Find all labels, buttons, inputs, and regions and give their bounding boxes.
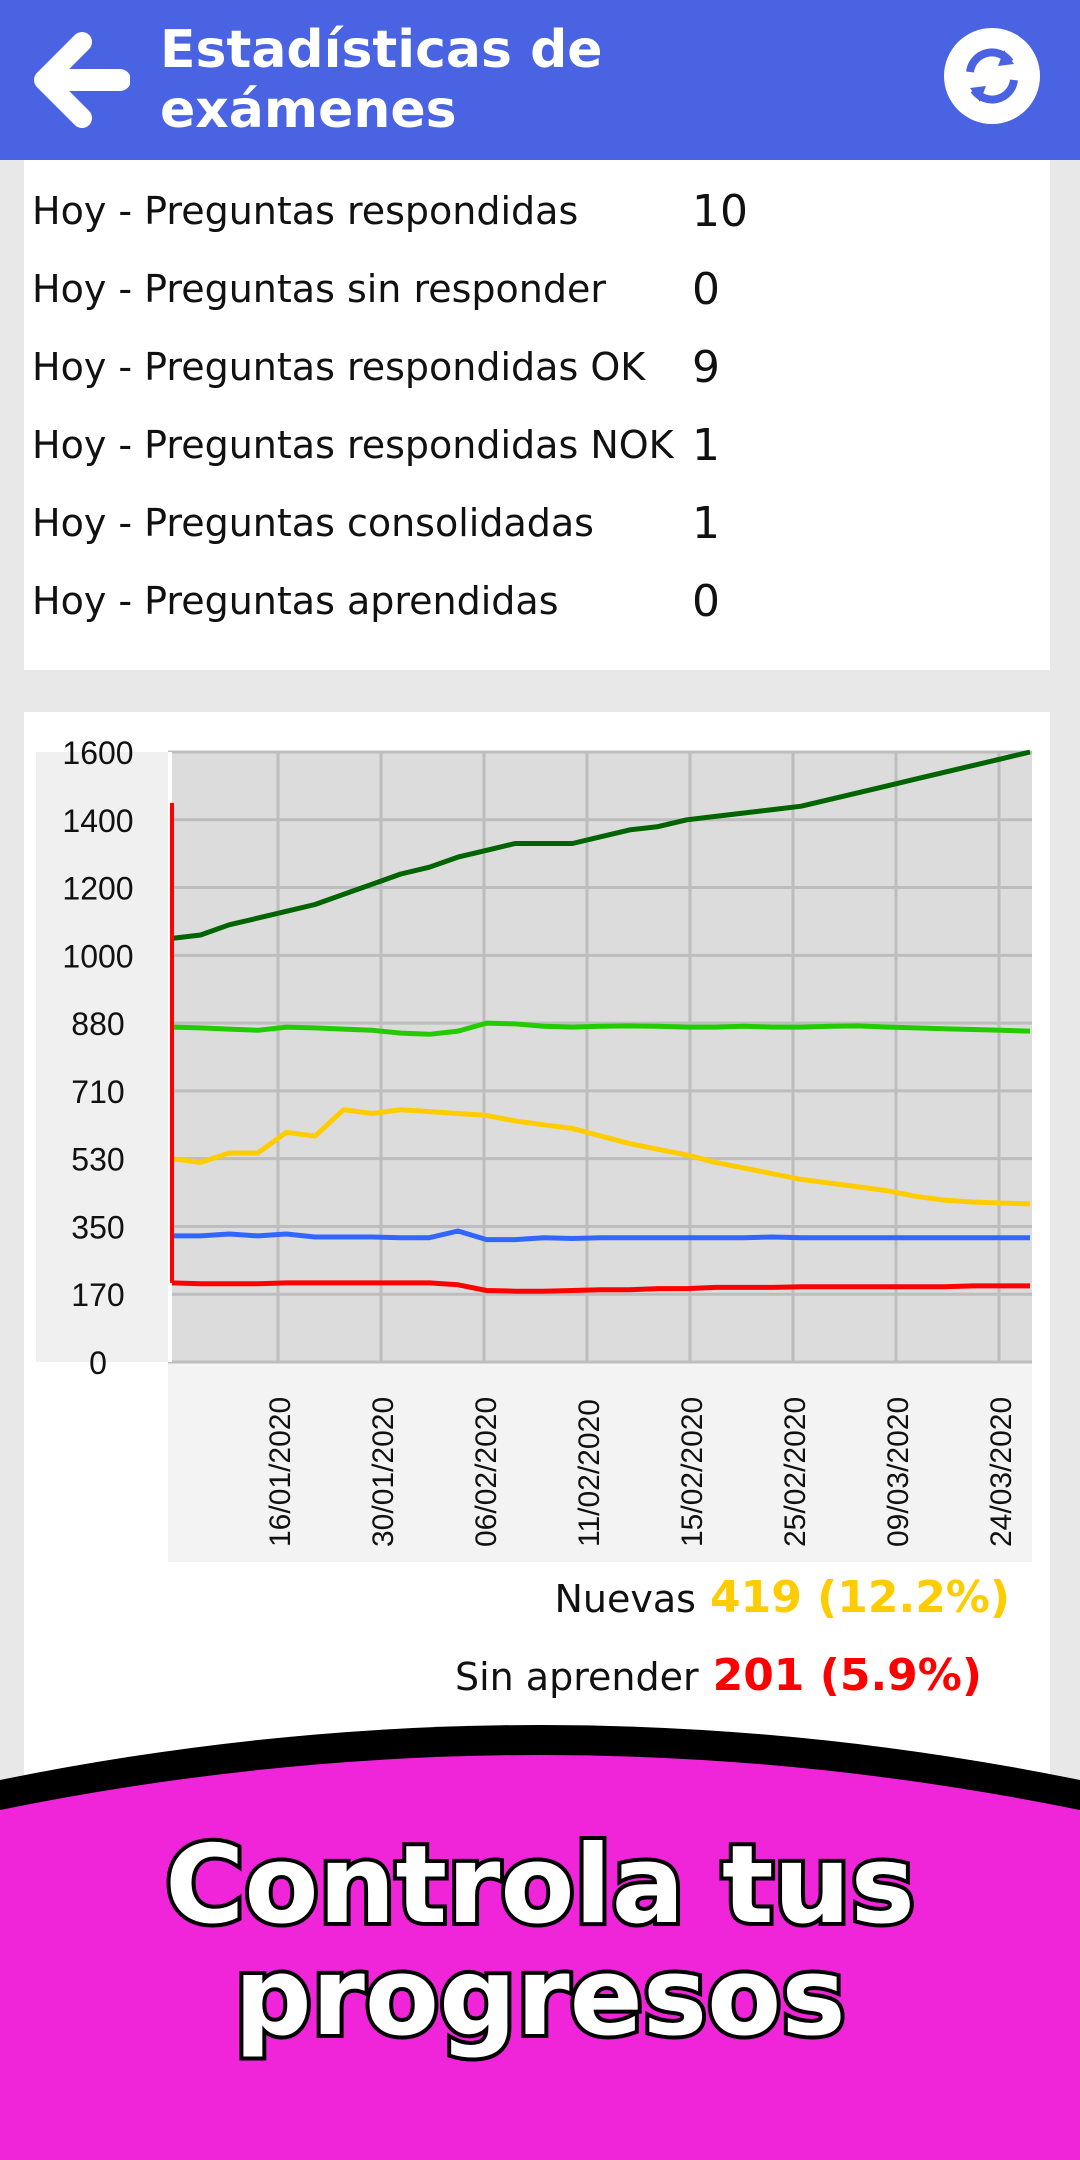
stat-value: 0 (692, 263, 720, 315)
y-tick-label: 1600 (62, 735, 133, 771)
series-line-3 (172, 1228, 1030, 1243)
stat-row: Hoy - Preguntas respondidas NOK 1 (32, 406, 1032, 484)
stat-row: Hoy - Preguntas aprendidas 0 (32, 562, 1032, 640)
stat-row: Hoy - Preguntas sin responder 0 (32, 250, 1032, 328)
y-axis-band (36, 752, 168, 1362)
page-title: Estadísticas de exámenes (160, 20, 603, 140)
stat-row: Hoy - Preguntas respondidas 10 (32, 172, 1032, 250)
refresh-icon (966, 48, 1018, 104)
x-tick-label: 25/02/2020 (779, 1397, 812, 1547)
x-tick-label: 16/01/2020 (264, 1397, 297, 1547)
stat-value: 1 (692, 497, 720, 549)
y-tick-label: 880 (71, 1006, 124, 1042)
legend-item-new: Nuevas 419 (12.2%) (555, 1572, 1011, 1623)
y-tick-label: 530 (71, 1142, 124, 1178)
y-tick-label: 1400 (62, 803, 133, 839)
y-tick-label: 170 (71, 1277, 124, 1313)
stat-label: Hoy - Preguntas respondidas NOK (32, 423, 674, 467)
y-tick-label: 710 (71, 1074, 124, 1110)
x-tick-label: 11/02/2020 (573, 1399, 606, 1547)
y-tick-label: 350 (71, 1209, 124, 1245)
legend-label: Sin aprender (454, 1655, 699, 1699)
stat-label: Hoy - Preguntas consolidadas (32, 501, 594, 545)
promo-line-1: Controla tus (161, 1823, 919, 1948)
stat-value: 1 (692, 419, 720, 471)
stat-value: 0 (692, 575, 720, 627)
series-line-2 (171, 1107, 1031, 1207)
y-tick-label: 1200 (62, 871, 133, 907)
series-line-0 (171, 749, 1031, 941)
x-tick-label: 09/03/2020 (882, 1397, 915, 1547)
series-line-4 (171, 1280, 1030, 1294)
back-button[interactable] (20, 20, 140, 140)
x-tick-label: 15/02/2020 (676, 1397, 709, 1547)
series-line-1 (171, 1020, 1031, 1037)
stat-label: Hoy - Preguntas respondidas OK (32, 345, 646, 389)
y-tick-label: 1000 (62, 938, 133, 974)
x-axis-band (168, 1362, 1032, 1562)
stat-label: Hoy - Preguntas respondidas (32, 189, 579, 233)
x-tick-label: 30/01/2020 (367, 1397, 400, 1547)
legend-label: Nuevas (554, 1577, 696, 1621)
today-stats-card: Hoy - Preguntas respondidas 10 Hoy - Pre… (24, 160, 1050, 670)
x-tick-label: 24/03/2020 (985, 1397, 1018, 1547)
stat-label: Hoy - Preguntas aprendidas (32, 579, 559, 623)
promo-line-2: progresos (230, 1935, 849, 2060)
promo-text: Controla tus progresos (0, 1823, 1080, 2060)
refresh-button[interactable] (944, 28, 1040, 124)
plot-area (168, 752, 1032, 1362)
legend-item-unlearned: Sin aprender 201 (5.9%) (455, 1650, 982, 1701)
progress-chart: 0 170 350 530 710 880 1000 1200 1400 1600 16/01/20… (36, 735, 1032, 1562)
stat-value: 9 (692, 341, 720, 393)
app-bar: Estadísticas de exámenes (0, 0, 1080, 160)
stat-value: 10 (692, 185, 748, 237)
legend-value: 419 (12.2%) (709, 1572, 1010, 1623)
stat-row: Hoy - Preguntas respondidas OK 9 (32, 328, 1032, 406)
legend-value: 201 (5.9%) (712, 1650, 982, 1701)
promo-banner (0, 1725, 1080, 2160)
x-tick-label: 06/02/2020 (470, 1397, 503, 1547)
arrow-left-icon (34, 32, 130, 128)
stat-row: Hoy - Preguntas consolidadas 1 (32, 484, 1032, 562)
y-tick-label: 0 (89, 1345, 107, 1381)
stat-label: Hoy - Preguntas sin responder (32, 267, 607, 311)
